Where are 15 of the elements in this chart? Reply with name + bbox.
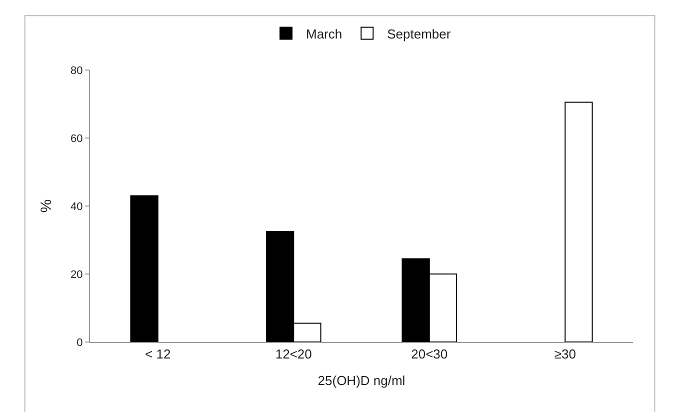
y-tick-label: 40 — [70, 200, 83, 213]
y-axis-title: % — [38, 199, 55, 213]
x-tick-label: ≥30 — [554, 346, 576, 362]
legend-label: March — [306, 26, 342, 42]
legend-label: September — [387, 26, 452, 42]
y-tick-label: 60 — [70, 132, 83, 145]
x-tick-label: 12<20 — [275, 346, 312, 362]
x-tick-label: < 12 — [145, 346, 171, 362]
y-tick-label: 0 — [76, 336, 83, 349]
x-tick-label: 20<30 — [411, 346, 448, 362]
y-tick-label: 80 — [70, 64, 83, 77]
y-tick-label: 20 — [70, 268, 83, 281]
bar — [130, 195, 158, 342]
x-axis-title: 25(OH)D ng/ml — [318, 373, 406, 388]
bar — [564, 102, 593, 342]
